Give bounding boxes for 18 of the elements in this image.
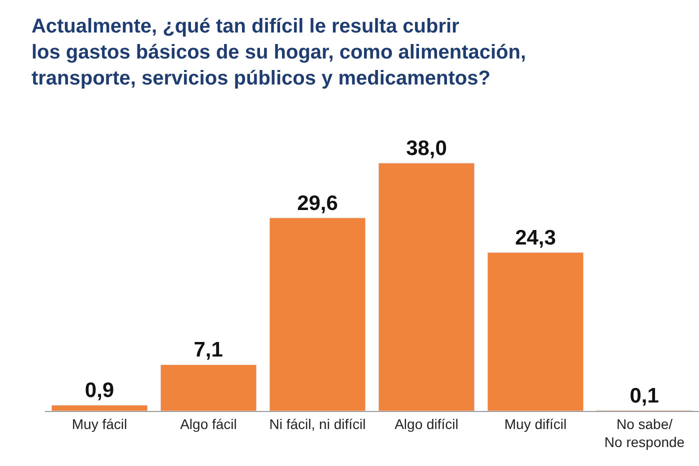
bar xyxy=(378,162,475,411)
data-label: 0,9 xyxy=(84,379,114,402)
data-label: 0,1 xyxy=(630,384,660,408)
data-label: 38,0 xyxy=(406,137,447,160)
chart-title: Actualmente, ¿qué tan difícil le resulta cubrir los gastos básicos de su hogar, como alimentación, transporte, servicios públicos y medicamentos? xyxy=(31,16,526,90)
bar xyxy=(160,364,257,411)
data-label: 29,6 xyxy=(297,192,338,215)
data-label: 24,3 xyxy=(515,226,556,250)
x-tick-label: Ni fácil, ni difícil xyxy=(269,416,366,432)
bar xyxy=(487,252,584,411)
x-tick-label: Muy fácil xyxy=(72,416,128,432)
bar xyxy=(269,218,366,411)
bar xyxy=(51,404,148,411)
x-tick-label: Algo difícil xyxy=(394,416,458,432)
x-tick-label: No sabe/ No responde xyxy=(604,416,685,450)
x-tick-label: Muy difícil xyxy=(504,416,567,432)
x-tick-label: Algo fácil xyxy=(180,416,237,432)
data-label: 7,1 xyxy=(194,338,224,362)
